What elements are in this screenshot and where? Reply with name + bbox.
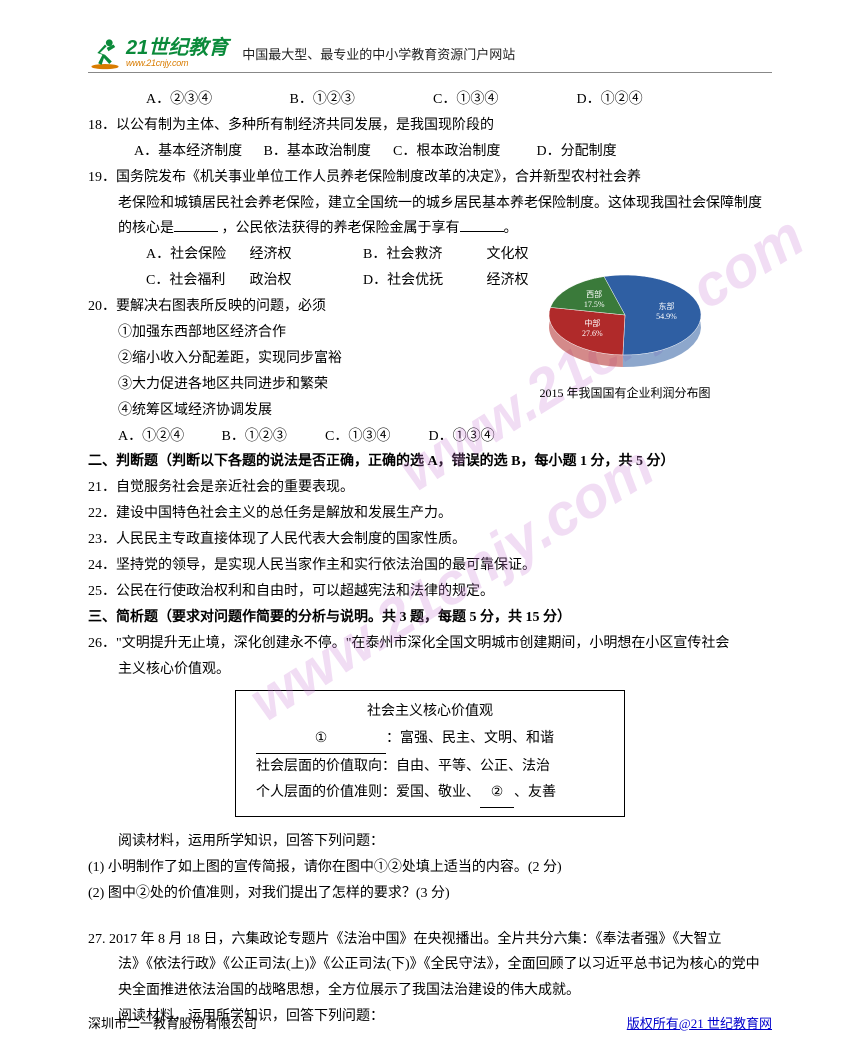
q19-stem2b: ，公民依法获得的养老保险金属于享有 bbox=[222, 221, 460, 236]
q21: 21．自觉服务社会是亲近社会的重要表现。 bbox=[88, 475, 772, 501]
opt-a2: 经济权 bbox=[250, 242, 360, 268]
q22: 22．建设中国特色社会主义的总任务是解放和发展生产力。 bbox=[88, 501, 772, 527]
q24: 24．坚持党的领导，是实现人民当家作主和实行依法治国的最可靠保证。 bbox=[88, 553, 772, 579]
opt-a: A．基本经济制度 bbox=[134, 139, 260, 165]
section3-title: 三、简析题（要求对问题作简要的分析与说明。共 3 题，每题 5 分，共 15 分… bbox=[88, 605, 772, 631]
box-row3-tail: 、友善 bbox=[514, 785, 556, 800]
page-footer: 深圳市二一教育股份有限公司 版权所有@21 世纪教育网 bbox=[88, 1012, 772, 1036]
box-row2: 社会层面的价值取向：自由、平等、公正、法治 bbox=[256, 754, 604, 781]
opt-a: A．社会保险 bbox=[146, 242, 246, 268]
svg-text:西部: 西部 bbox=[586, 289, 602, 299]
opt-b: B．①②③ bbox=[290, 87, 430, 113]
q26-sub2: (2) 图中②处的价值准则，对我们提出了怎样的要求？(3 分) bbox=[88, 881, 772, 907]
q20-options: A．①②④ B．①②③ C．①③④ D．①③④ bbox=[88, 424, 772, 450]
q19-stem1: 19．国务院发布《机关事业单位工作人员养老保险制度改革的决定》，合并新型农村社会… bbox=[88, 165, 772, 191]
svg-text:东部: 东部 bbox=[658, 301, 674, 311]
q18-options: A．基本经济制度 B．基本政治制度 C．根本政治制度 D．分配制度 bbox=[88, 139, 772, 165]
logo: 21世纪教育 www.21cnjy.com bbox=[88, 36, 228, 70]
spacer bbox=[88, 907, 772, 927]
logo-title: 21世纪教育 bbox=[126, 38, 228, 59]
opt-c: C．①③④ bbox=[325, 424, 425, 450]
opt-d: D．①③④ bbox=[429, 424, 529, 450]
opt-c: C．根本政治制度 bbox=[393, 139, 533, 165]
subq-label: (1) bbox=[88, 860, 104, 875]
box-row3: 个人层面的价值准则：爱国、敬业、②、友善 bbox=[256, 780, 604, 808]
pie-chart: 东部54.9% 中部27.6% 西部17.5% 2015 年我国国有企业利润分布图 bbox=[510, 260, 740, 404]
blank-1: ① bbox=[256, 726, 386, 754]
opt-a: A．②③④ bbox=[146, 87, 286, 113]
opt-c: C．社会福利 bbox=[146, 268, 246, 294]
opt-b: B．基本政治制度 bbox=[264, 139, 390, 165]
opt-b: B．社会救济 bbox=[363, 242, 483, 268]
q23: 23．人民民主专政直接体现了人民代表大会制度的国家性质。 bbox=[88, 527, 772, 553]
q26-1-text: 小明制作了如上图的宣传简报，请你在图中①②处填上适当的内容。(2 分) bbox=[108, 860, 562, 875]
opt-a: A．①②④ bbox=[118, 424, 218, 450]
opt-c: C．①③④ bbox=[433, 87, 573, 113]
q19-stem2: 老保险和城镇居民社会养老保险，建立全国统一的城乡居民基本养老保险制度。这体现我国… bbox=[88, 191, 772, 243]
svg-text:17.5%: 17.5% bbox=[584, 300, 605, 309]
q26-2-text: 图中②处的价值准则，对我们提出了怎样的要求？(3 分) bbox=[108, 886, 450, 901]
q26-sub1: (1) 小明制作了如上图的宣传简报，请你在图中①②处填上适当的内容。(2 分) bbox=[88, 855, 772, 881]
footer-right-link[interactable]: 版权所有@21 世纪教育网 bbox=[627, 1012, 772, 1036]
runner-icon bbox=[88, 36, 122, 70]
svg-text:中部: 中部 bbox=[584, 318, 600, 328]
q27-a: 27. 2017 年 8 月 18 日，六集政论专题片《法治中国》在央视播出。全… bbox=[88, 927, 772, 953]
q26-read: 阅读材料，运用所学知识，回答下列问题： bbox=[88, 829, 772, 855]
q19-stem2c: 。 bbox=[504, 221, 518, 236]
box-row1: ①：富强、民主、文明、和谐 bbox=[256, 726, 604, 754]
page-header: 21世纪教育 www.21cnjy.com 中国最大型、最专业的中小学教育资源门… bbox=[88, 36, 772, 73]
q26-b: 主义核心价值观。 bbox=[88, 657, 772, 683]
blank bbox=[174, 218, 218, 232]
footer-left: 深圳市二一教育股份有限公司 bbox=[88, 1012, 257, 1036]
q26-a: 26．"文明提升无止境，深化创建永不停。"在泰州市深化全国文明城市创建期间，小明… bbox=[88, 631, 772, 657]
opt-c2: 政治权 bbox=[250, 268, 360, 294]
header-slogan: 中国最大型、最专业的中小学教育资源门户网站 bbox=[242, 43, 515, 70]
chart-caption: 2015 年我国国有企业利润分布图 bbox=[510, 382, 740, 404]
logo-url: www.21cnjy.com bbox=[126, 59, 228, 68]
box-row3-head: 个人层面的价值准则：爱国、敬业、 bbox=[256, 785, 480, 800]
blank-2: ② bbox=[480, 780, 514, 808]
opt-d: D．社会优抚 bbox=[363, 268, 483, 294]
box-title: 社会主义核心价值观 bbox=[256, 699, 604, 726]
pie-svg: 东部54.9% 中部27.6% 西部17.5% bbox=[530, 260, 720, 370]
q25: 25．公民在行使政治权利和自由时，可以超越宪法和法律的规定。 bbox=[88, 579, 772, 605]
opt-d: D．①②④ bbox=[577, 87, 717, 113]
svg-text:27.6%: 27.6% bbox=[582, 329, 603, 338]
values-box: 社会主义核心价值观 ①：富强、民主、文明、和谐 社会层面的价值取向：自由、平等、… bbox=[235, 690, 625, 816]
q27-b: 法》《依法行政》《公正司法(上)》《公正司法(下)》《全民守法》，全面回顾了以习… bbox=[88, 952, 772, 1004]
q17-options: A．②③④ B．①②③ C．①③④ D．①②④ bbox=[88, 87, 772, 113]
opt-b: B．①②③ bbox=[222, 424, 322, 450]
svg-text:54.9%: 54.9% bbox=[656, 312, 677, 321]
box-row1-tail: ：富强、民主、文明、和谐 bbox=[386, 731, 554, 746]
q18-stem: 18．以公有制为主体、多种所有制经济共同发展，是我国现阶段的 bbox=[88, 113, 772, 139]
blank bbox=[460, 218, 504, 232]
opt-d: D．分配制度 bbox=[537, 139, 617, 165]
subq-label: (2) bbox=[88, 886, 104, 901]
section2-title: 二、判断题（判断以下各题的说法是否正确，正确的选 A，错误的选 B，每小题 1 … bbox=[88, 449, 772, 475]
